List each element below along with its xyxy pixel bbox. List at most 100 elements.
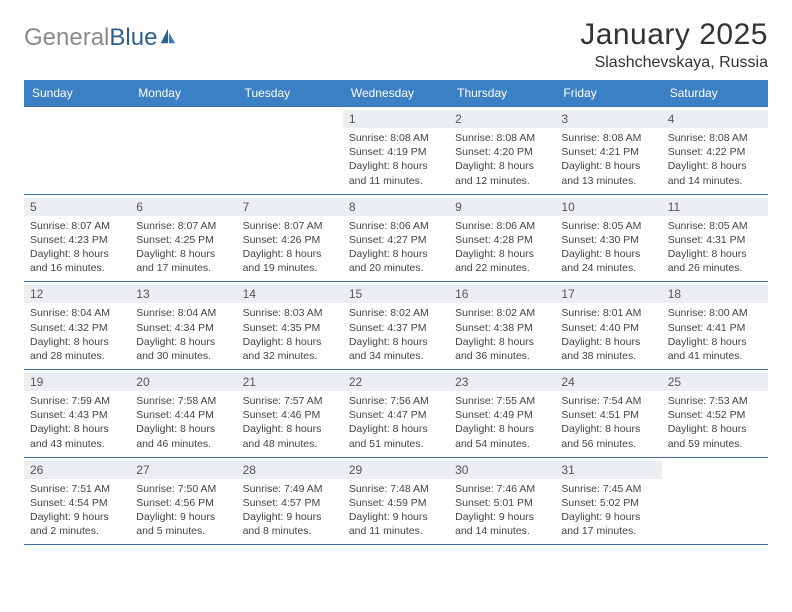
day-number: 7: [237, 198, 343, 216]
brand-logo: GeneralBlue: [24, 24, 177, 52]
day-number: 1: [343, 110, 449, 128]
sunset-line: Sunset: 4:23 PM: [30, 233, 124, 247]
daylight-line-2: and 14 minutes.: [668, 174, 762, 188]
sunrise-line: Sunrise: 8:08 AM: [455, 131, 549, 145]
sunrise-line: Sunrise: 8:07 AM: [136, 219, 230, 233]
month-title: January 2025: [580, 18, 768, 52]
sunset-line: Sunset: 4:21 PM: [561, 145, 655, 159]
calendar-cell: 21Sunrise: 7:57 AMSunset: 4:46 PMDayligh…: [237, 370, 343, 458]
calendar-table: SundayMondayTuesdayWednesdayThursdayFrid…: [24, 80, 768, 545]
calendar-cell: [24, 107, 130, 195]
sunset-line: Sunset: 4:30 PM: [561, 233, 655, 247]
daylight-line-2: and 22 minutes.: [455, 261, 549, 275]
day-number: 16: [449, 285, 555, 303]
calendar-page: GeneralBlue January 2025 Slashchevskaya,…: [0, 0, 792, 555]
calendar-cell: [237, 107, 343, 195]
daylight-line-1: Daylight: 8 hours: [349, 335, 443, 349]
daylight-line-1: Daylight: 8 hours: [455, 335, 549, 349]
daylight-line-1: Daylight: 9 hours: [136, 510, 230, 524]
sunset-line: Sunset: 4:37 PM: [349, 321, 443, 335]
daylight-line-1: Daylight: 9 hours: [349, 510, 443, 524]
calendar-cell: 16Sunrise: 8:02 AMSunset: 4:38 PMDayligh…: [449, 282, 555, 370]
daylight-line-2: and 30 minutes.: [136, 349, 230, 363]
sunrise-line: Sunrise: 7:57 AM: [243, 394, 337, 408]
calendar-cell: 20Sunrise: 7:58 AMSunset: 4:44 PMDayligh…: [130, 370, 236, 458]
daylight-line-2: and 41 minutes.: [668, 349, 762, 363]
daylight-line-1: Daylight: 8 hours: [349, 247, 443, 261]
sunset-line: Sunset: 4:20 PM: [455, 145, 549, 159]
calendar-week: 1Sunrise: 8:08 AMSunset: 4:19 PMDaylight…: [24, 107, 768, 195]
day-number: 9: [449, 198, 555, 216]
calendar-cell: 1Sunrise: 8:08 AMSunset: 4:19 PMDaylight…: [343, 107, 449, 195]
calendar-cell: 7Sunrise: 8:07 AMSunset: 4:26 PMDaylight…: [237, 194, 343, 282]
sunrise-line: Sunrise: 8:04 AM: [30, 306, 124, 320]
daylight-line-1: Daylight: 8 hours: [30, 247, 124, 261]
day-number: 2: [449, 110, 555, 128]
day-number: 12: [24, 285, 130, 303]
calendar-cell: 12Sunrise: 8:04 AMSunset: 4:32 PMDayligh…: [24, 282, 130, 370]
day-number: 19: [24, 373, 130, 391]
daylight-line-2: and 32 minutes.: [243, 349, 337, 363]
sunset-line: Sunset: 4:31 PM: [668, 233, 762, 247]
brand-part1: General: [24, 24, 109, 52]
calendar-cell: [662, 457, 768, 545]
daylight-line-2: and 17 minutes.: [136, 261, 230, 275]
title-block: January 2025 Slashchevskaya, Russia: [580, 18, 768, 72]
sunrise-line: Sunrise: 8:00 AM: [668, 306, 762, 320]
day-number: 20: [130, 373, 236, 391]
sunrise-line: Sunrise: 7:49 AM: [243, 482, 337, 496]
daylight-line-2: and 11 minutes.: [349, 174, 443, 188]
daylight-line-2: and 2 minutes.: [30, 524, 124, 538]
daylight-line-1: Daylight: 8 hours: [561, 335, 655, 349]
daylight-line-1: Daylight: 8 hours: [668, 247, 762, 261]
day-header: Friday: [555, 80, 661, 107]
calendar-cell: 11Sunrise: 8:05 AMSunset: 4:31 PMDayligh…: [662, 194, 768, 282]
calendar-cell: 25Sunrise: 7:53 AMSunset: 4:52 PMDayligh…: [662, 370, 768, 458]
daylight-line-2: and 28 minutes.: [30, 349, 124, 363]
calendar-cell: 26Sunrise: 7:51 AMSunset: 4:54 PMDayligh…: [24, 457, 130, 545]
calendar-cell: [130, 107, 236, 195]
calendar-cell: 18Sunrise: 8:00 AMSunset: 4:41 PMDayligh…: [662, 282, 768, 370]
sunset-line: Sunset: 4:54 PM: [30, 496, 124, 510]
day-number: 18: [662, 285, 768, 303]
sunrise-line: Sunrise: 7:58 AM: [136, 394, 230, 408]
sunset-line: Sunset: 4:44 PM: [136, 408, 230, 422]
sunset-line: Sunset: 4:59 PM: [349, 496, 443, 510]
calendar-cell: 5Sunrise: 8:07 AMSunset: 4:23 PMDaylight…: [24, 194, 130, 282]
calendar-cell: 2Sunrise: 8:08 AMSunset: 4:20 PMDaylight…: [449, 107, 555, 195]
daylight-line-1: Daylight: 8 hours: [455, 422, 549, 436]
calendar-cell: 15Sunrise: 8:02 AMSunset: 4:37 PMDayligh…: [343, 282, 449, 370]
calendar-cell: 6Sunrise: 8:07 AMSunset: 4:25 PMDaylight…: [130, 194, 236, 282]
sunset-line: Sunset: 4:43 PM: [30, 408, 124, 422]
daylight-line-1: Daylight: 8 hours: [455, 247, 549, 261]
daylight-line-1: Daylight: 8 hours: [349, 422, 443, 436]
sunrise-line: Sunrise: 7:53 AM: [668, 394, 762, 408]
calendar-cell: 22Sunrise: 7:56 AMSunset: 4:47 PMDayligh…: [343, 370, 449, 458]
sunrise-line: Sunrise: 8:06 AM: [455, 219, 549, 233]
daylight-line-2: and 46 minutes.: [136, 437, 230, 451]
sunset-line: Sunset: 4:35 PM: [243, 321, 337, 335]
calendar-week: 19Sunrise: 7:59 AMSunset: 4:43 PMDayligh…: [24, 370, 768, 458]
sail-icon: [159, 27, 177, 45]
sunset-line: Sunset: 4:27 PM: [349, 233, 443, 247]
calendar-cell: 14Sunrise: 8:03 AMSunset: 4:35 PMDayligh…: [237, 282, 343, 370]
daylight-line-1: Daylight: 8 hours: [561, 159, 655, 173]
daylight-line-1: Daylight: 9 hours: [455, 510, 549, 524]
calendar-week: 26Sunrise: 7:51 AMSunset: 4:54 PMDayligh…: [24, 457, 768, 545]
daylight-line-1: Daylight: 8 hours: [243, 422, 337, 436]
day-number: 10: [555, 198, 661, 216]
sunset-line: Sunset: 4:26 PM: [243, 233, 337, 247]
daylight-line-2: and 34 minutes.: [349, 349, 443, 363]
day-number: 28: [237, 461, 343, 479]
calendar-head: SundayMondayTuesdayWednesdayThursdayFrid…: [24, 80, 768, 107]
sunrise-line: Sunrise: 8:07 AM: [30, 219, 124, 233]
daylight-line-2: and 17 minutes.: [561, 524, 655, 538]
sunrise-line: Sunrise: 8:02 AM: [455, 306, 549, 320]
day-number: 25: [662, 373, 768, 391]
calendar-cell: 23Sunrise: 7:55 AMSunset: 4:49 PMDayligh…: [449, 370, 555, 458]
sunset-line: Sunset: 4:52 PM: [668, 408, 762, 422]
sunrise-line: Sunrise: 8:08 AM: [349, 131, 443, 145]
sunset-line: Sunset: 4:19 PM: [349, 145, 443, 159]
daylight-line-2: and 12 minutes.: [455, 174, 549, 188]
daylight-line-2: and 14 minutes.: [455, 524, 549, 538]
